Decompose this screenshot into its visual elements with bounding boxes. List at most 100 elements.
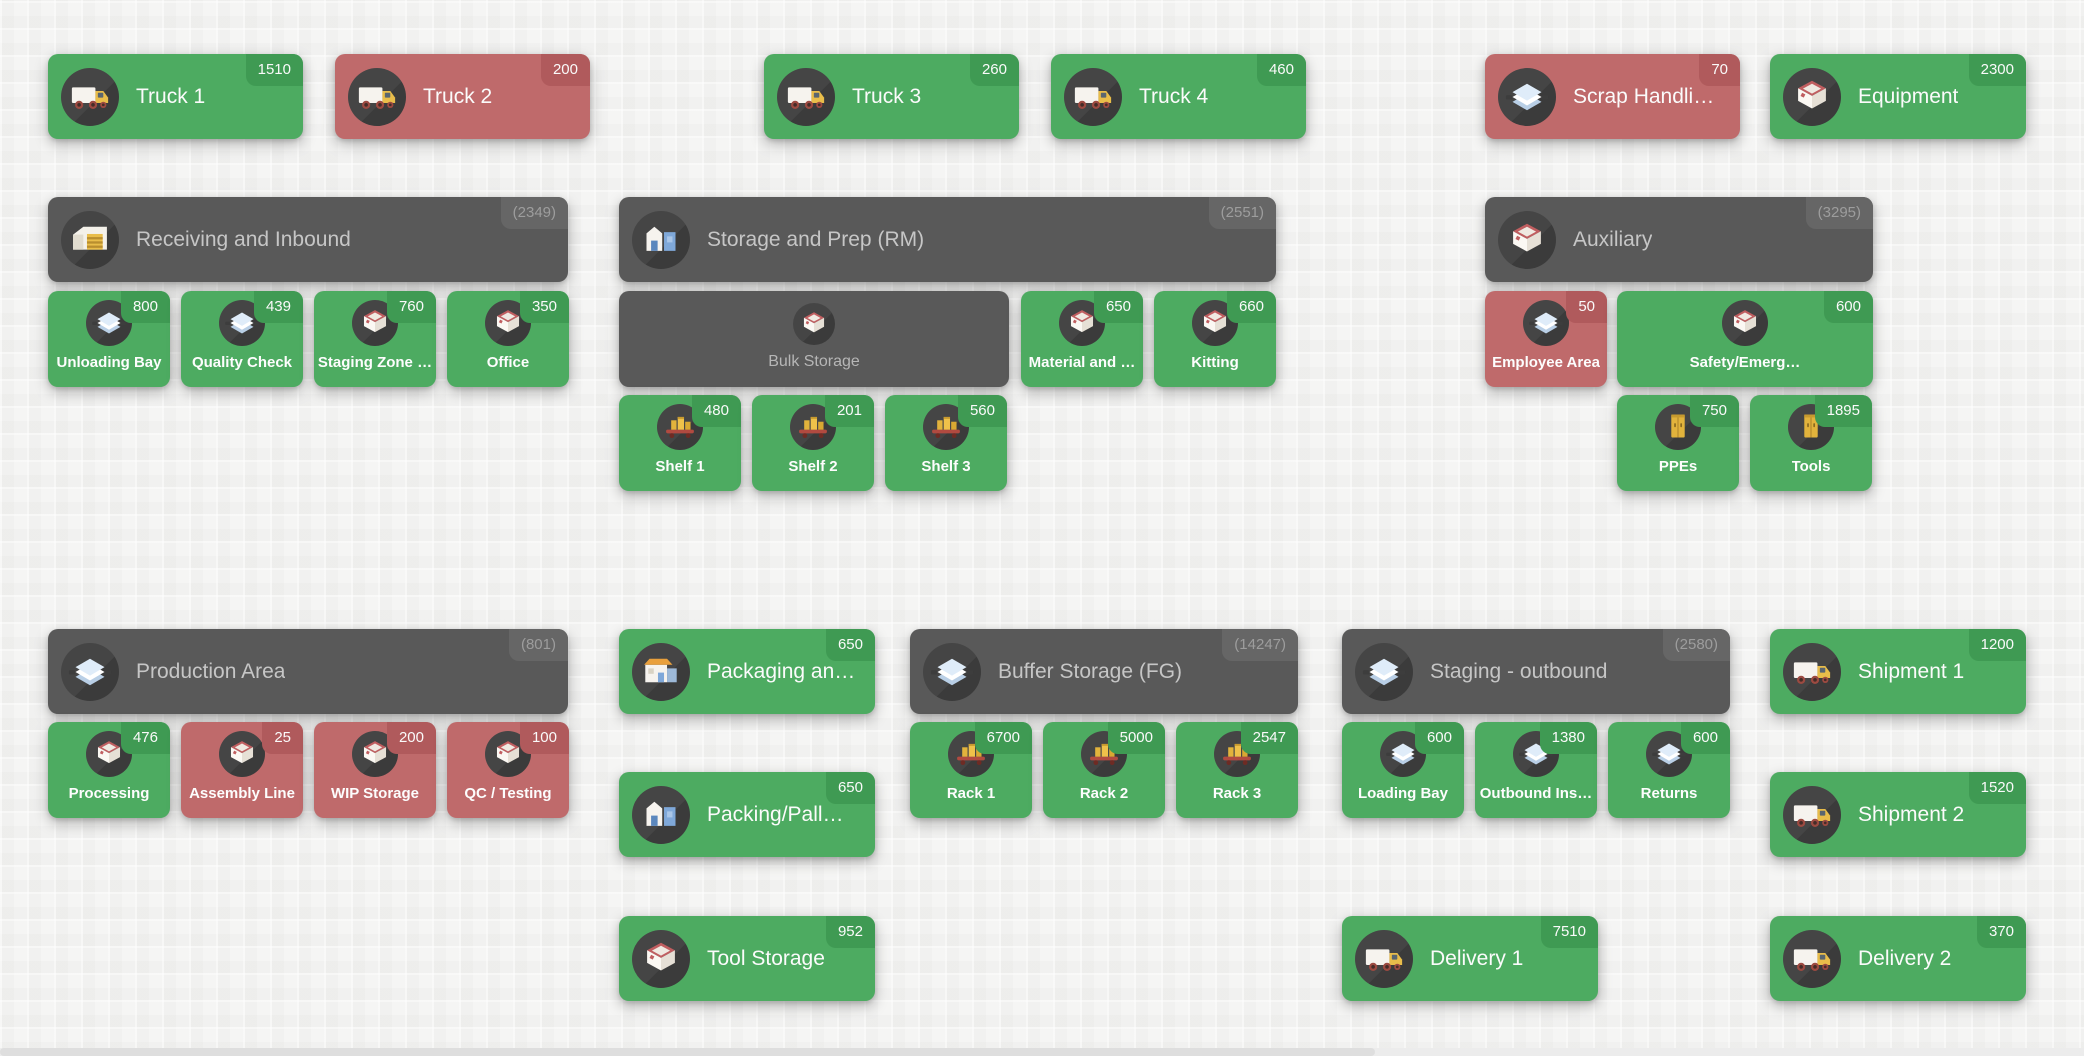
factory-icon [632,785,690,844]
node-count-badge: 952 [825,916,875,949]
node-card[interactable]: Delivery 2 370 [1770,916,2026,1001]
node-card[interactable]: Quality Check 439 [181,291,303,387]
truck-icon [1355,929,1413,988]
node-card[interactable]: Loading Bay 600 [1342,722,1464,818]
node-card[interactable]: Assembly Line 25 [181,722,303,818]
node-count-badge: 1520 [1968,772,2026,805]
node-card[interactable]: Staging - outbound (2580) [1342,629,1730,714]
box-icon [1498,210,1556,269]
node-count-badge: 439 [253,291,303,324]
node-card[interactable]: QC / Testing 100 [447,722,569,818]
node-card[interactable]: PPEs 750 [1617,395,1739,491]
node-card[interactable]: Rack 1 6700 [910,722,1032,818]
node-count-badge: 200 [386,722,436,755]
node-count-badge: 650 [1093,291,1143,324]
horizontal-scrollbar[interactable] [0,1048,2084,1056]
truck-icon [1064,67,1122,126]
node-card[interactable]: Processing 476 [48,722,170,818]
node-card[interactable]: Storage and Prep (RM) (2551) [619,197,1276,282]
node-count-badge: 260 [969,54,1019,87]
node-card[interactable]: Production Area (801) [48,629,568,714]
node-card[interactable]: Office 350 [447,291,569,387]
node-card[interactable]: Outbound Ins… 1380 [1475,722,1597,818]
node-card[interactable]: Shelf 1 480 [619,395,741,491]
node-count-badge: (2551) [1208,197,1276,230]
node-label: Truck 2 [423,84,493,108]
warehouse-icon [61,210,119,269]
node-label: Truck 3 [852,84,922,108]
node-card[interactable]: Safety/Emerg… 600 [1617,291,1873,387]
node-card[interactable]: Receiving and Inbound (2349) [48,197,568,282]
truck-icon [1783,642,1841,701]
node-label: Receiving and Inbound [136,227,351,251]
node-count-badge: 560 [957,395,1007,428]
node-card[interactable]: Kitting 660 [1154,291,1276,387]
node-card[interactable]: Rack 3 2547 [1176,722,1298,818]
node-label: Shelf 2 [788,458,838,475]
box-icon [219,731,265,777]
node-card[interactable]: Packaging an… 650 [619,629,875,714]
node-label: Unloading Bay [56,354,162,371]
node-card[interactable]: Shipment 2 1520 [1770,772,2026,857]
node-count-badge: 600 [1414,722,1464,755]
node-label: Storage and Prep (RM) [707,227,925,251]
node-count-badge: (2580) [1662,629,1730,662]
node-label: Staging Zone … [317,354,433,371]
node-count-badge: 460 [1256,54,1306,87]
node-count-badge: 2547 [1240,722,1298,755]
node-label: Shipment 2 [1858,802,1965,826]
node-label: PPEs [1658,458,1698,475]
node-card[interactable]: Tools 1895 [1750,395,1872,491]
node-label: Truck 4 [1139,84,1209,108]
node-card[interactable]: Truck 4 460 [1051,54,1306,139]
node-label: Rack 2 [1079,785,1129,802]
node-label: Truck 1 [136,84,206,108]
node-label: Loading Bay [1357,785,1448,802]
node-card[interactable]: Buffer Storage (FG) (14247) [910,629,1298,714]
node-label: Employee Area [1492,354,1600,371]
node-label: Packing/Pall… [707,802,844,826]
node-count-badge: 1895 [1814,395,1872,428]
node-card[interactable]: Material and … 650 [1021,291,1143,387]
node-count-badge: (14247) [1222,629,1298,662]
node-label: Shipment 1 [1858,659,1965,683]
node-card[interactable]: Unloading Bay 800 [48,291,170,387]
node-card[interactable]: Shelf 2 201 [752,395,874,491]
node-label: Rack 3 [1212,785,1262,802]
node-label: Equipment [1858,84,1959,108]
node-label: WIP Storage [330,785,420,802]
node-count-badge: (801) [508,629,568,662]
node-card[interactable]: Scrap Handli… 70 [1485,54,1740,139]
node-count-badge: 600 [1823,291,1873,324]
node-card[interactable]: Delivery 1 7510 [1342,916,1598,1001]
node-label: Delivery 1 [1430,946,1524,970]
node-card[interactable]: Equipment 2300 [1770,54,2026,139]
node-label: Shelf 3 [921,458,971,475]
node-label: Material and … [1028,354,1136,371]
node-count-badge: 200 [540,54,590,87]
node-card[interactable]: WIP Storage 200 [314,722,436,818]
truck-icon [777,67,835,126]
node-label: Production Area [136,659,286,683]
node-card[interactable]: Employee Area 50 [1485,291,1607,387]
node-card[interactable]: Staging Zone … 760 [314,291,436,387]
node-count-badge: 800 [120,291,170,324]
node-card[interactable]: Truck 3 260 [764,54,1019,139]
node-count-badge: 480 [691,395,741,428]
horizontal-scrollbar-thumb[interactable] [0,1048,1376,1056]
node-label: Tools [1791,458,1831,475]
node-card[interactable]: Shipment 1 1200 [1770,629,2026,714]
node-card[interactable]: Packing/Pall… 650 [619,772,875,857]
truck-icon [348,67,406,126]
node-card[interactable]: Returns 600 [1608,722,1730,818]
plant-icon [632,642,690,701]
node-card[interactable]: Shelf 3 560 [885,395,1007,491]
node-label: Safety/Emerg… [1689,354,1801,371]
node-card[interactable]: Auxiliary (3295) [1485,197,1873,282]
node-count-badge: 650 [825,629,875,662]
node-card[interactable]: Tool Storage 952 [619,916,875,1001]
node-card[interactable]: Bulk Storage [619,291,1009,387]
node-card[interactable]: Truck 1 1510 [48,54,303,139]
node-card[interactable]: Truck 2 200 [335,54,590,139]
node-card[interactable]: Rack 2 5000 [1043,722,1165,818]
